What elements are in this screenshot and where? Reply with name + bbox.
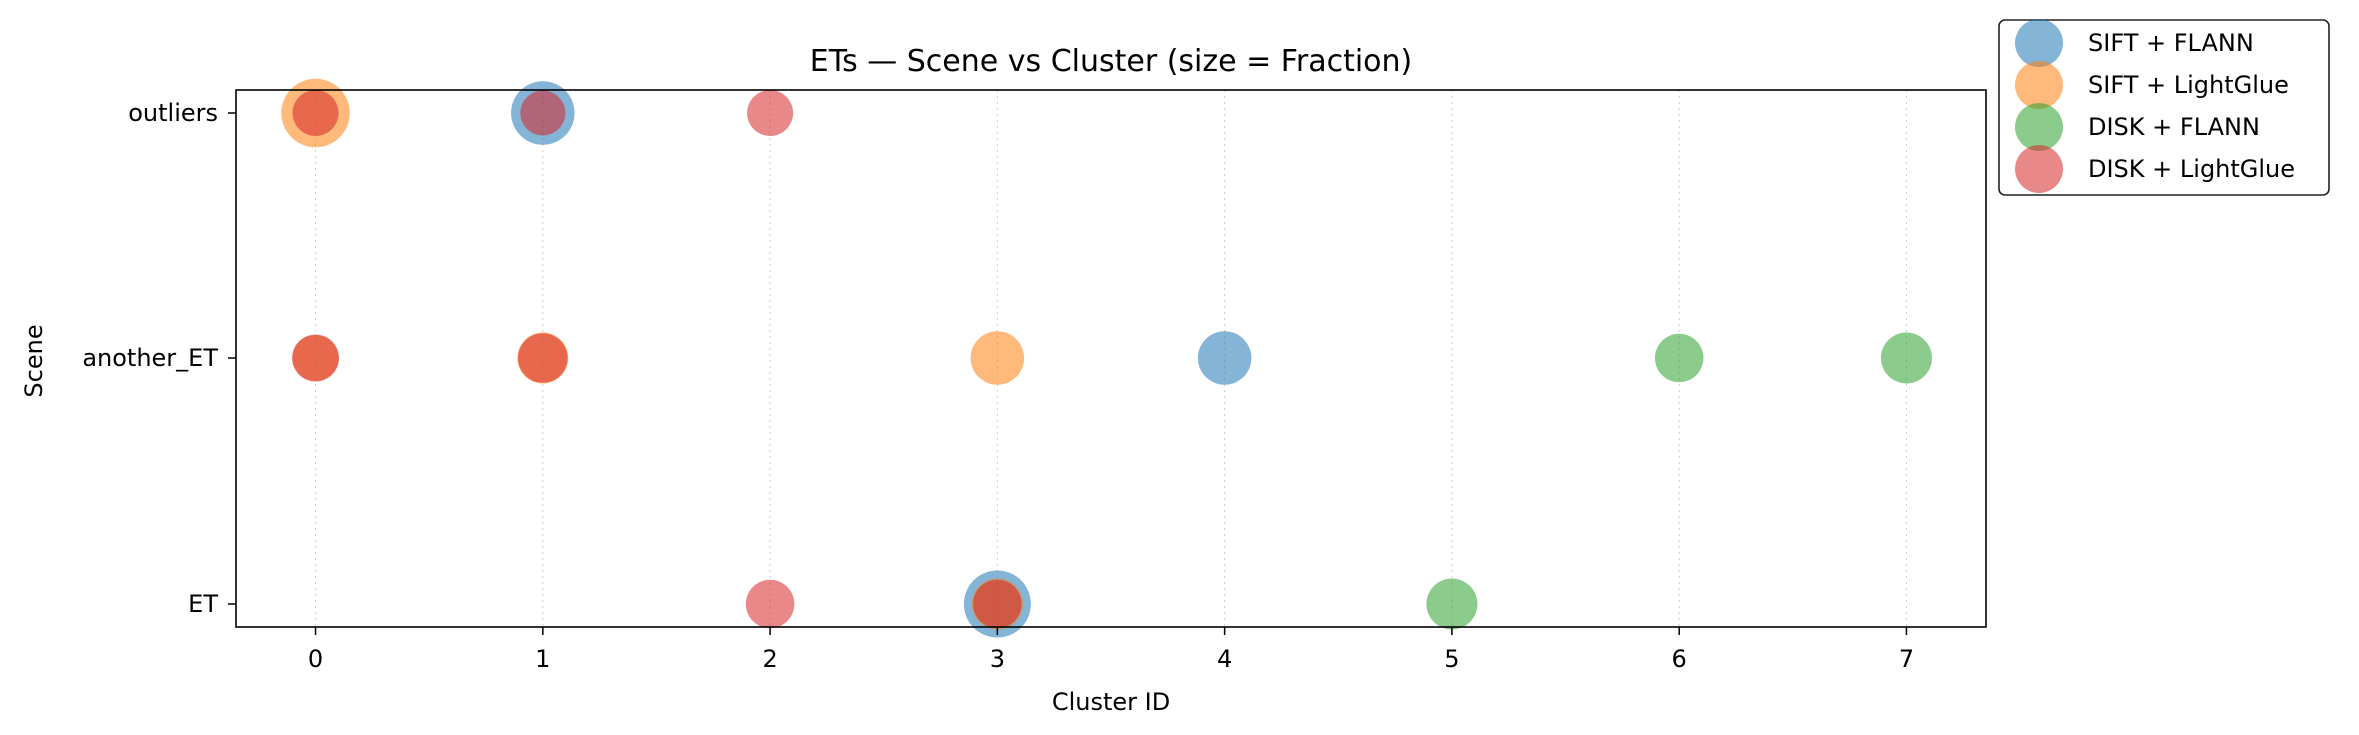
- legend-label-sift-flann: SIFT + FLANN: [2088, 29, 2254, 57]
- x-tick-label: 4: [1217, 645, 1232, 673]
- legend-label-disk-lightglue: DISK + LightGlue: [2088, 155, 2295, 183]
- legend: SIFT + FLANN SIFT + LightGlue DISK + FLANN…: [1998, 19, 2330, 196]
- point-disk-flann: [1654, 333, 1704, 383]
- point-disk-lightglue: [520, 90, 566, 136]
- legend-marker-sift-flann: [2015, 19, 2063, 67]
- legend-marker-disk-flann: [2015, 103, 2063, 151]
- x-axis-ticks: 0 1 2 3 4 5 6 7: [308, 627, 1914, 673]
- legend-box: [1998, 19, 2330, 196]
- legend-marker-disk-lightglue: [2015, 145, 2063, 193]
- point-disk-lightglue: [747, 90, 794, 136]
- x-tick-label: 6: [1672, 645, 1687, 673]
- chart-title: ETs — Scene vs Cluster (size = Fraction): [810, 44, 1413, 79]
- x-tick-label: 2: [762, 645, 777, 673]
- legend-marker-sift-lightglue: [2015, 61, 2063, 109]
- point-sift-flann: [1197, 331, 1252, 385]
- x-tick-label: 5: [1444, 645, 1459, 673]
- legend-label-sift-lightglue: SIFT + LightGlue: [2088, 71, 2289, 99]
- point-disk-lightglue: [292, 334, 340, 382]
- point-disk-flann: [1426, 578, 1478, 630]
- y-axis-label: Scene: [20, 324, 48, 397]
- point-disk-lightglue: [973, 579, 1022, 629]
- point-disk-lightglue: [518, 333, 568, 383]
- y-tick-label: ET: [188, 590, 218, 618]
- point-sift-lightglue: [970, 331, 1025, 385]
- x-tick-label: 7: [1899, 645, 1914, 673]
- point-disk-flann: [1880, 332, 1932, 384]
- y-tick-label: another_ET: [82, 344, 218, 372]
- legend-label-disk-flann: DISK + FLANN: [2088, 113, 2260, 141]
- x-axis-label: Cluster ID: [1052, 688, 1170, 716]
- x-tick-label: 1: [535, 645, 550, 673]
- point-disk-lightglue: [745, 579, 795, 629]
- point-disk-lightglue: [292, 90, 339, 136]
- x-tick-label: 0: [308, 645, 323, 673]
- y-axis-ticks: ET another_ET outliers: [82, 99, 236, 618]
- y-tick-label: outliers: [128, 99, 218, 127]
- x-tick-label: 3: [990, 645, 1005, 673]
- data-points: [281, 78, 1932, 638]
